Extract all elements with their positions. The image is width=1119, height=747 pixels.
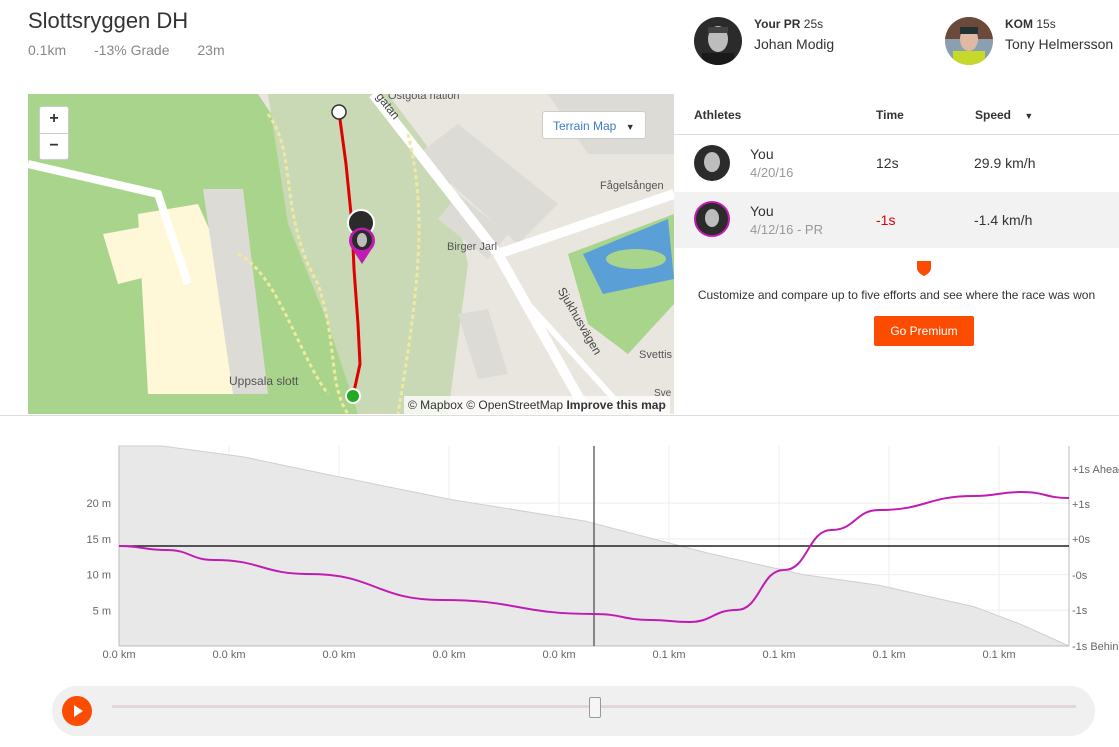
athlete-name[interactable]: You <box>750 203 774 219</box>
osm-attribution-link[interactable]: © OpenStreetMap <box>466 398 564 412</box>
kom-avatar[interactable] <box>945 17 993 65</box>
athlete-name[interactable]: You <box>750 146 774 162</box>
play-icon <box>74 705 83 717</box>
section-divider <box>0 415 1119 416</box>
header-speed[interactable]: Speed ▼ <box>975 108 1034 122</box>
zoom-out-button[interactable]: − <box>40 133 68 160</box>
zoom-in-button[interactable]: + <box>49 110 59 127</box>
segment-elevation: 23m <box>197 42 225 58</box>
effort-date: 4/20/16 <box>750 165 794 180</box>
y-left-tick-label: 10 m <box>87 570 111 582</box>
kom-athlete-name[interactable]: Tony Helmersson <box>1005 36 1114 52</box>
y-left-tick-label: 5 m <box>93 605 111 617</box>
segment-map[interactable]: Östgöta nation gatan Fågelsången Birger … <box>28 94 674 414</box>
playback-scrubber[interactable] <box>589 697 601 718</box>
pr-avatar[interactable] <box>694 17 742 65</box>
segment-grade: -13% Grade <box>94 42 170 58</box>
header-time[interactable]: Time <box>876 108 904 122</box>
x-tick-label: 0.0 km <box>542 649 575 661</box>
map-attribution: © Mapbox © OpenStreetMap Improve this ma… <box>404 396 670 414</box>
map-label-uppsala-slott: Uppsala slott <box>229 374 299 388</box>
caret-down-icon: ▼ <box>625 122 635 132</box>
play-button[interactable] <box>62 696 92 726</box>
elevation-time-chart[interactable]: 20 m 15 m 10 m 5 m +1s Ahead +1s +0s -0s -1s -1s … <box>0 430 1119 670</box>
header-athletes[interactable]: Athletes <box>694 108 742 122</box>
y-right-tick-label: -0s <box>1072 570 1088 582</box>
athlete-avatar <box>694 145 730 181</box>
athlete-avatar <box>694 201 730 237</box>
premium-description: Customize and compare up to five efforts… <box>697 288 1096 302</box>
go-premium-button[interactable]: Go Premium <box>874 316 974 346</box>
y-right-tick-label: +0s <box>1072 534 1091 546</box>
mapbox-attribution-link[interactable]: © Mapbox <box>408 398 463 412</box>
map-label-sve: Sve <box>654 388 672 399</box>
map-label-birger-jarl: Birger Jarl <box>447 241 498 253</box>
improve-map-link[interactable]: Improve this map <box>566 398 666 412</box>
table-row[interactable]: You 4/20/16 12s 29.9 km/h <box>674 135 1119 191</box>
x-tick-label: 0.0 km <box>432 649 465 661</box>
map-label-ostgota: Östgöta nation <box>388 94 460 102</box>
terrain-map-dropdown[interactable]: Terrain Map ▼ <box>542 111 646 139</box>
y-right-tick-label: +1s <box>1072 499 1091 511</box>
map-label-svettis: Svettis <box>639 349 673 361</box>
x-tick-label: 0.0 km <box>102 649 135 661</box>
pr-athlete-name[interactable]: Johan Modig <box>754 36 835 52</box>
segment-title: Slottsryggen DH <box>28 8 189 33</box>
y-left-tick-label: 15 m <box>87 534 111 546</box>
kom-label: KOM 15s <box>1005 17 1056 31</box>
effort-date: 4/12/16 - PR <box>750 222 823 237</box>
segment-stats: 0.1km -13% Grade 23m <box>28 42 249 58</box>
leaderboard-header: Athletes Time Speed ▼ <box>674 94 1119 135</box>
time-gap-series <box>118 490 1070 624</box>
effort-speed: 29.9 km/h <box>974 155 1036 171</box>
playback-bar <box>52 686 1095 736</box>
y-right-tick-label: -1s <box>1072 605 1088 617</box>
premium-shield-icon <box>916 259 932 282</box>
map-zoom-controls: + − <box>39 106 69 160</box>
y-right-tick-label: -1s Behind <box>1072 641 1119 653</box>
terrain-map-label: Terrain Map <box>553 119 617 133</box>
effort-speed: -1.4 km/h <box>974 212 1033 228</box>
y-right-tick-label: +1s Ahead <box>1072 464 1119 476</box>
effort-time: 12s <box>876 155 899 171</box>
segment-distance: 0.1km <box>28 42 67 58</box>
pr-label: Your PR 25s <box>754 17 824 31</box>
x-tick-label: 0.1 km <box>762 649 795 661</box>
athlete-marker-pr[interactable] <box>347 226 377 266</box>
x-tick-label: 0.0 km <box>212 649 245 661</box>
x-tick-label: 0.1 km <box>652 649 685 661</box>
y-left-tick-label: 20 m <box>87 498 111 510</box>
x-tick-label: 0.0 km <box>322 649 355 661</box>
map-label-fagelsangen: Fågelsången <box>600 180 664 192</box>
table-row[interactable]: You 4/12/16 - PR -1s -1.4 km/h <box>674 192 1119 248</box>
x-tick-label: 0.1 km <box>872 649 905 661</box>
caret-down-icon: ▼ <box>1024 111 1034 121</box>
effort-time: -1s <box>876 212 896 228</box>
x-tick-label: 0.1 km <box>982 649 1015 661</box>
